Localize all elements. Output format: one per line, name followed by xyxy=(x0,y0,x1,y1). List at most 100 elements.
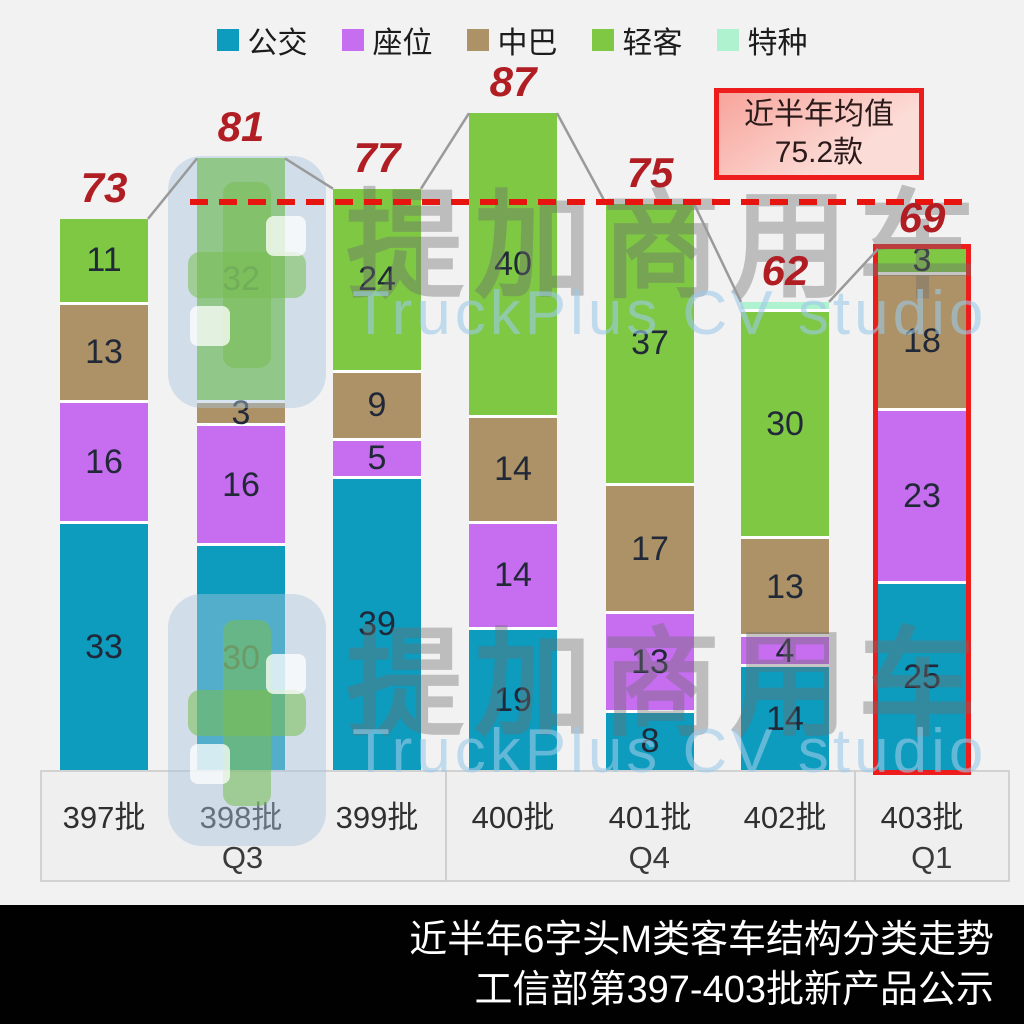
legend-label: 公交 xyxy=(247,27,308,60)
stacked-bar-403批[interactable]: 3 18 23 25 xyxy=(873,243,971,775)
legend-item-特种[interactable]: 特种 xyxy=(716,18,808,62)
stacked-bar-401批[interactable]: 37 17 13 8 xyxy=(606,203,694,770)
segment-value-label: 32 xyxy=(222,260,260,299)
segment-value-label: 30 xyxy=(766,405,804,444)
bar-segment-特种[interactable] xyxy=(741,301,829,310)
legend-swatch-icon xyxy=(716,29,739,51)
bar-segment-中巴[interactable]: 3 xyxy=(197,396,285,430)
bar-segment-公交[interactable]: 33 xyxy=(60,520,148,770)
legend-swatch-icon xyxy=(341,29,364,51)
axis-group-divider xyxy=(445,770,447,882)
caption-footer: 近半年6字头M类客车结构分类走势 工信部第397-403批新产品公示 xyxy=(0,905,1024,1024)
segment-value-label: 8 xyxy=(640,722,660,761)
bar-segment-轻客[interactable]: 37 xyxy=(606,203,694,484)
x-axis-batch-label-403批: 403批 xyxy=(880,800,964,835)
bar-segment-座位[interactable]: 13 xyxy=(606,611,694,710)
x-axis-quarter-label-Q3: Q3 xyxy=(221,840,264,875)
segment-value-label: 30 xyxy=(222,639,260,678)
segment-value-label: 25 xyxy=(903,658,941,697)
legend: 公交 座位 中巴 轻客 特种 xyxy=(0,18,1024,62)
bar-segment-公交[interactable]: 30 xyxy=(197,543,285,770)
bar-segment-座位[interactable]: 16 xyxy=(197,422,285,544)
legend-swatch-icon xyxy=(591,29,614,51)
caption-title: 近半年6字头M类客车结构分类走势 xyxy=(409,918,994,961)
total-label-402批: 62 xyxy=(761,246,809,294)
average-label: 近半年均值 xyxy=(744,98,894,131)
bar-segment-轻客[interactable]: 40 xyxy=(469,113,557,416)
bar-segment-座位[interactable]: 14 xyxy=(469,520,557,627)
segment-value-label: 13 xyxy=(766,567,804,606)
legend-swatch-icon xyxy=(216,29,239,51)
segment-value-label: 4 xyxy=(775,631,795,670)
total-label-403批: 69 xyxy=(898,194,946,242)
segment-value-label: 17 xyxy=(631,529,669,568)
stacked-bar-398批[interactable]: 32 3 16 30 xyxy=(197,158,285,770)
bar-segment-中巴[interactable]: 14 xyxy=(469,415,557,521)
bar-segment-公交[interactable]: 14 xyxy=(741,664,829,770)
legend-item-中巴[interactable]: 中巴 xyxy=(466,18,558,62)
segment-value-label: 40 xyxy=(494,245,532,284)
segment-value-label: 16 xyxy=(85,442,123,481)
segment-value-label: 18 xyxy=(903,322,941,361)
segment-value-label: 24 xyxy=(358,260,396,299)
bar-segment-公交[interactable]: 8 xyxy=(606,709,694,770)
legend-swatch-icon xyxy=(466,29,489,51)
stacked-bar-399批[interactable]: 24 9 5 39 xyxy=(333,188,421,770)
x-axis-batch-label-402批: 402批 xyxy=(743,800,827,835)
segment-value-label: 9 xyxy=(367,386,387,425)
bar-segment-座位[interactable]: 16 xyxy=(60,400,148,521)
legend-item-座位[interactable]: 座位 xyxy=(341,18,433,62)
bar-segment-轻客[interactable]: 3 xyxy=(878,243,966,277)
segment-value-label: 3 xyxy=(231,393,251,432)
x-axis-batch-label-401批: 401批 xyxy=(608,800,692,835)
average-dashed-line xyxy=(190,199,970,206)
x-axis-batch-label-397批: 397批 xyxy=(62,800,146,835)
segment-value-label: 14 xyxy=(494,450,532,489)
segment-value-label: 11 xyxy=(86,241,122,280)
bar-segment-公交[interactable]: 25 xyxy=(878,581,966,770)
total-label-399批: 77 xyxy=(353,133,401,181)
x-axis-batch-label-398批: 398批 xyxy=(199,800,283,835)
segment-value-label: 19 xyxy=(494,680,532,719)
segment-value-label: 14 xyxy=(766,699,804,738)
segment-value-label: 33 xyxy=(85,627,123,666)
caption-subtitle: 工信部第397-403批新产品公示 xyxy=(474,968,994,1011)
legend-label: 特种 xyxy=(747,27,808,60)
legend-item-公交[interactable]: 公交 xyxy=(216,18,308,62)
x-axis-batch-label-399批: 399批 xyxy=(335,800,419,835)
bar-segment-座位[interactable]: 5 xyxy=(333,437,421,478)
bar-segment-中巴[interactable]: 17 xyxy=(606,483,694,612)
x-axis-band xyxy=(40,770,1010,882)
legend-item-轻客[interactable]: 轻客 xyxy=(591,18,683,62)
segment-value-label: 3 xyxy=(912,241,932,280)
segment-value-label: 37 xyxy=(631,324,669,363)
bar-segment-中巴[interactable]: 18 xyxy=(878,271,966,408)
segment-value-label: 23 xyxy=(903,476,941,515)
bar-segment-中巴[interactable]: 9 xyxy=(333,369,421,438)
bar-segment-座位[interactable]: 23 xyxy=(878,407,966,582)
bar-segment-轻客[interactable]: 24 xyxy=(333,188,421,370)
segment-value-label: 39 xyxy=(358,605,396,644)
bar-segment-轻客[interactable]: 30 xyxy=(741,309,829,536)
x-axis-quarter-label-Q1: Q1 xyxy=(911,840,953,875)
total-label-400批: 87 xyxy=(489,58,537,106)
total-label-401批: 75 xyxy=(626,148,674,196)
legend-label: 轻客 xyxy=(622,27,683,60)
segment-value-label: 5 xyxy=(367,439,387,478)
stacked-bar-400批[interactable]: 40 14 14 19 xyxy=(469,113,557,770)
x-axis-quarter-label-Q4: Q4 xyxy=(628,840,670,875)
bar-segment-中巴[interactable]: 13 xyxy=(741,535,829,635)
axis-group-divider xyxy=(853,770,856,882)
bar-segment-中巴[interactable]: 13 xyxy=(60,301,148,401)
segment-value-label: 14 xyxy=(494,556,532,595)
bar-segment-座位[interactable]: 4 xyxy=(741,634,829,668)
bar-segment-轻客[interactable]: 11 xyxy=(60,218,148,302)
bar-segment-轻客[interactable]: 32 xyxy=(197,158,285,401)
stacked-bar-402批[interactable]: 30 13 4 14 xyxy=(741,301,829,770)
bar-segment-公交[interactable]: 39 xyxy=(333,475,421,770)
bar-segment-公交[interactable]: 19 xyxy=(469,626,557,770)
stacked-bar-397批[interactable]: 11 13 16 33 xyxy=(60,218,148,770)
legend-label: 座位 xyxy=(372,27,433,60)
